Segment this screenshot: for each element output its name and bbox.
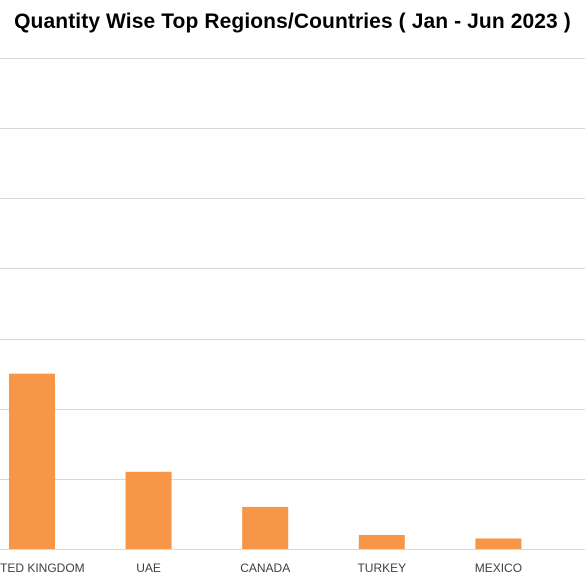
bar-mexico bbox=[475, 538, 522, 549]
category-label: MEXICO bbox=[475, 561, 522, 575]
gridlines bbox=[0, 58, 585, 550]
category-label: TURKEY bbox=[357, 561, 406, 575]
category-labels: UNITED KINGDOMUAECANADATURKEYMEXICOA bbox=[0, 561, 522, 575]
bar-canada bbox=[242, 506, 289, 549]
bar-united-kingdom bbox=[9, 373, 55, 549]
bars bbox=[9, 373, 522, 549]
category-label: UAE bbox=[136, 561, 161, 575]
bar-uae bbox=[125, 471, 172, 549]
chart-title: Quantity Wise Top Regions/Countries ( Ja… bbox=[14, 10, 571, 33]
category-label: UNITED KINGDOM bbox=[0, 561, 85, 575]
bar-turkey bbox=[358, 534, 405, 549]
category-label: CANADA bbox=[240, 561, 290, 575]
